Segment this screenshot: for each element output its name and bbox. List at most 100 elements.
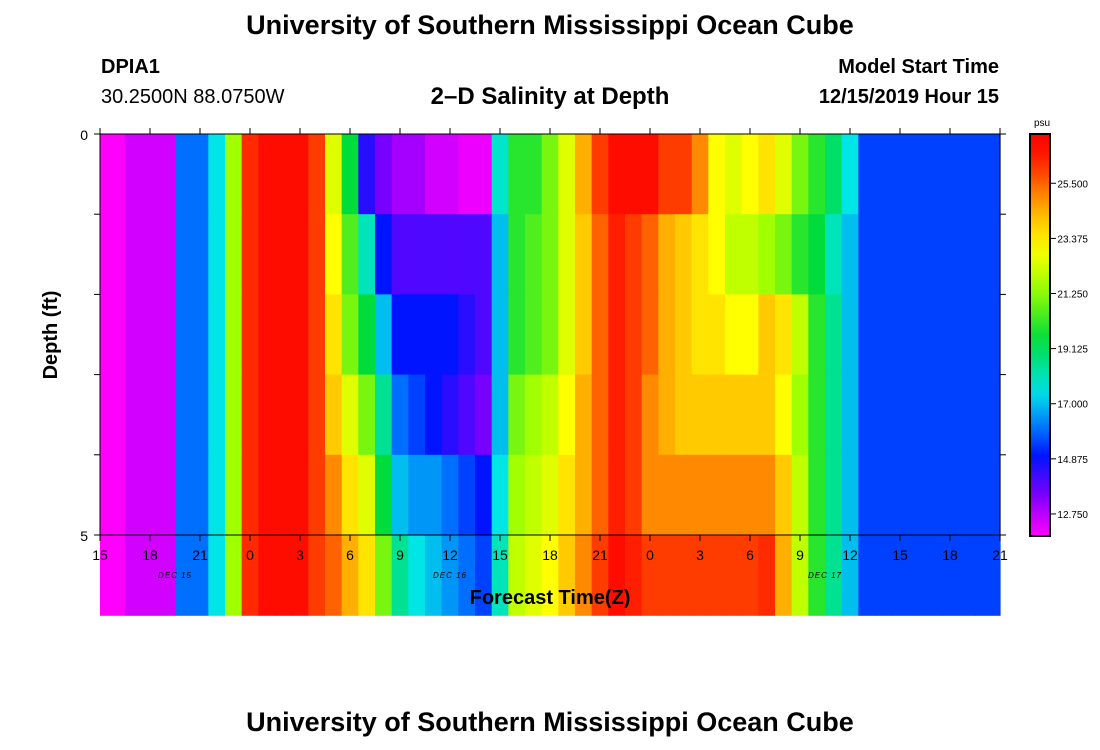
heatmap-cell: [691, 134, 709, 215]
heatmap-cell: [391, 535, 409, 616]
heatmap-cell: [691, 294, 709, 376]
heatmap-cell: [391, 134, 409, 215]
x-tick-label: 21: [592, 547, 608, 563]
heatmap-cell: [225, 374, 243, 456]
heatmap-cell: [125, 535, 176, 616]
heatmap-cell: [291, 374, 309, 456]
heatmap-cell: [916, 214, 943, 295]
heatmap-cell: [241, 374, 259, 456]
heatmap-cell: [541, 214, 559, 295]
heatmap-cell: [475, 294, 493, 376]
heatmap-cell: [658, 374, 676, 456]
heatmap-cell: [625, 214, 643, 295]
heatmap-cell: [508, 374, 526, 456]
heatmap-cell: [825, 535, 843, 616]
x-tick-label: 18: [542, 547, 558, 563]
heatmap-cell: [558, 134, 576, 215]
heatmap-cell: [225, 294, 243, 376]
heatmap-cell: [325, 535, 343, 616]
heatmap-cell: [608, 134, 626, 215]
heatmap-cell: [391, 294, 409, 376]
heatmap-cell: [825, 374, 843, 456]
heatmap-cell: [175, 454, 209, 536]
heatmap-cell: [425, 214, 443, 295]
heatmap-cell: [891, 294, 918, 376]
heatmap-cell: [491, 374, 509, 456]
heatmap-cell: [841, 454, 859, 536]
heatmap-cell: [575, 454, 593, 536]
footer-title: University of Southern Mississippi Ocean…: [246, 707, 854, 737]
heatmap-cell: [608, 454, 626, 536]
heatmap-cell: [675, 454, 693, 536]
heatmap-cell: [208, 374, 226, 456]
heatmap-cell: [691, 374, 709, 456]
heatmap-cell: [100, 535, 126, 616]
heatmap-cell: [341, 535, 359, 616]
heatmap-cell: [858, 294, 876, 376]
heatmap-cell: [675, 294, 693, 376]
heatmap-cell: [325, 294, 343, 376]
heatmap-cell: [808, 294, 826, 376]
heatmap-cell: [975, 454, 1001, 536]
heatmap-cell: [775, 454, 793, 536]
heatmap-cell: [641, 134, 659, 215]
heatmap-cell: [691, 535, 709, 616]
heatmap-cell: [875, 214, 893, 295]
heatmap-cell: [475, 134, 493, 215]
heatmap-cell: [875, 374, 893, 456]
heatmap-cell: [741, 214, 759, 295]
heatmap-cell: [791, 214, 809, 295]
heatmap-cell: [675, 214, 693, 295]
heatmap-cell: [425, 294, 443, 376]
heatmap-cell: [691, 454, 709, 536]
heatmap-cell: [458, 535, 476, 616]
colorbar-tick-label: 21.250: [1057, 290, 1088, 301]
heatmap-cell: [558, 535, 576, 616]
heatmap-cell: [425, 454, 443, 536]
heatmap-cell: [758, 134, 776, 215]
heatmap-cell: [441, 214, 459, 295]
model-start-label: Model Start Time: [838, 56, 999, 78]
station-coordinates: 30.2500N 88.0750W: [101, 86, 285, 108]
heatmap-cell: [558, 214, 576, 295]
heatmap-cell: [875, 134, 893, 215]
heatmap-cell: [741, 294, 759, 376]
heatmap-cell: [808, 214, 826, 295]
heatmap-cell: [641, 454, 659, 536]
heatmap-cell: [458, 454, 476, 536]
heatmap-cell: [941, 535, 976, 616]
heatmap-cell: [725, 535, 743, 616]
heatmap-cell: [100, 294, 126, 376]
heatmap-cell: [808, 134, 826, 215]
heatmap-cell: [608, 294, 626, 376]
heatmap-cell: [891, 374, 918, 456]
heatmap-cell: [916, 374, 943, 456]
heatmap-cell: [341, 454, 359, 536]
heatmap-cell: [208, 535, 226, 616]
heatmap-cell: [375, 134, 393, 215]
day-label: DEC 17: [808, 571, 842, 580]
heatmap-cell: [825, 134, 843, 215]
x-tick-label: 3: [696, 547, 704, 563]
heatmap-cell: [575, 134, 593, 215]
heatmap-cell: [775, 374, 793, 456]
x-tick-label: 9: [796, 547, 804, 563]
heatmap-cell: [508, 454, 526, 536]
heatmap-cell: [941, 374, 976, 456]
heatmap-cell: [875, 454, 893, 536]
heatmap-cell: [641, 214, 659, 295]
heatmap-cell: [658, 535, 676, 616]
heatmap-cell: [441, 454, 459, 536]
heatmap-cell: [941, 454, 976, 536]
heatmap-cell: [508, 134, 526, 215]
heatmap-cell: [100, 214, 126, 295]
heatmap-cell: [525, 535, 543, 616]
heatmap-cell: [458, 374, 476, 456]
heatmap-cell: [375, 214, 393, 295]
heatmap-cell: [941, 214, 976, 295]
heatmap-cell: [775, 294, 793, 376]
heatmap-cell: [175, 134, 209, 215]
heatmap-cell: [825, 454, 843, 536]
heatmap-cell: [208, 134, 226, 215]
heatmap-cell: [475, 454, 493, 536]
